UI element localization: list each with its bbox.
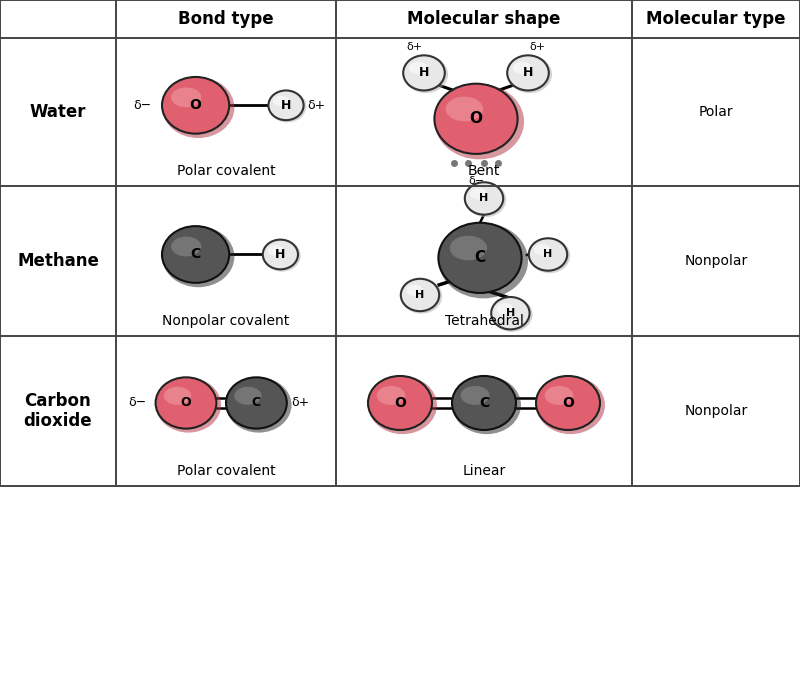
Ellipse shape: [403, 55, 448, 93]
Circle shape: [162, 226, 229, 283]
Ellipse shape: [226, 377, 291, 433]
Ellipse shape: [162, 77, 234, 138]
Text: Water: Water: [30, 103, 86, 121]
Text: O: O: [562, 396, 574, 410]
Text: Linear: Linear: [462, 464, 506, 478]
Text: Carbon
dioxide: Carbon dioxide: [24, 392, 92, 431]
Circle shape: [465, 182, 503, 215]
Ellipse shape: [513, 62, 531, 74]
Circle shape: [529, 238, 567, 271]
Text: δ−: δ−: [128, 396, 146, 410]
Ellipse shape: [507, 55, 552, 93]
Ellipse shape: [234, 387, 262, 405]
Ellipse shape: [491, 297, 533, 332]
Text: H: H: [415, 290, 425, 300]
Text: H: H: [281, 99, 291, 112]
Ellipse shape: [171, 88, 202, 107]
Ellipse shape: [368, 376, 437, 434]
Ellipse shape: [434, 84, 524, 159]
Ellipse shape: [401, 279, 442, 314]
Text: O: O: [181, 396, 191, 410]
Ellipse shape: [529, 238, 570, 273]
Text: Methane: Methane: [17, 252, 99, 270]
Ellipse shape: [461, 386, 490, 405]
Ellipse shape: [406, 285, 423, 296]
Ellipse shape: [171, 237, 202, 256]
Text: Polar: Polar: [698, 105, 734, 119]
Circle shape: [162, 77, 229, 134]
Ellipse shape: [164, 387, 191, 405]
Text: C: C: [474, 250, 486, 265]
Text: Bond type: Bond type: [178, 10, 274, 28]
Text: Polar covalent: Polar covalent: [177, 464, 275, 478]
Text: O: O: [470, 111, 482, 126]
Ellipse shape: [496, 303, 514, 315]
Circle shape: [368, 376, 432, 430]
Ellipse shape: [409, 62, 427, 74]
Ellipse shape: [470, 188, 487, 200]
Text: H: H: [523, 66, 533, 80]
Text: δ+: δ+: [307, 99, 325, 112]
Text: O: O: [190, 99, 202, 112]
Text: Tetrahedral: Tetrahedral: [445, 314, 523, 328]
Ellipse shape: [534, 244, 551, 256]
Text: O: O: [394, 396, 406, 410]
Text: δ−: δ−: [134, 99, 151, 112]
Circle shape: [155, 377, 216, 429]
Text: H: H: [543, 250, 553, 259]
Circle shape: [536, 376, 600, 430]
Ellipse shape: [162, 226, 234, 288]
Ellipse shape: [267, 245, 283, 256]
Circle shape: [507, 55, 549, 90]
Text: H: H: [479, 194, 489, 203]
Ellipse shape: [377, 386, 406, 405]
Text: Molecular type: Molecular type: [646, 10, 786, 28]
Text: δ+: δ+: [291, 396, 310, 410]
Circle shape: [434, 84, 518, 154]
Text: H: H: [419, 66, 429, 80]
Text: δ−: δ−: [468, 176, 484, 186]
Circle shape: [438, 223, 522, 293]
Ellipse shape: [156, 377, 221, 433]
Text: Bent: Bent: [468, 164, 500, 178]
Circle shape: [403, 55, 445, 90]
Ellipse shape: [465, 182, 506, 217]
Circle shape: [491, 297, 530, 329]
Ellipse shape: [446, 97, 483, 122]
Ellipse shape: [452, 376, 521, 434]
Circle shape: [262, 240, 298, 269]
Text: δ+: δ+: [406, 42, 422, 52]
Text: C: C: [190, 248, 201, 261]
Ellipse shape: [545, 386, 574, 405]
Text: Molecular shape: Molecular shape: [407, 10, 561, 28]
Circle shape: [401, 279, 439, 311]
Text: C: C: [252, 396, 261, 410]
Circle shape: [226, 377, 286, 429]
Circle shape: [268, 90, 304, 120]
Ellipse shape: [536, 376, 605, 434]
Ellipse shape: [450, 236, 487, 261]
Ellipse shape: [263, 240, 301, 271]
Text: C: C: [479, 396, 489, 410]
Text: Nonpolar: Nonpolar: [684, 254, 748, 268]
Text: H: H: [506, 308, 515, 318]
Text: H: H: [275, 248, 286, 261]
Text: Polar covalent: Polar covalent: [177, 164, 275, 178]
Text: Nonpolar: Nonpolar: [684, 404, 748, 418]
Ellipse shape: [438, 223, 528, 298]
Ellipse shape: [273, 96, 289, 107]
Circle shape: [452, 376, 516, 430]
Text: δ+: δ+: [530, 42, 546, 52]
Text: Nonpolar covalent: Nonpolar covalent: [162, 314, 290, 328]
Ellipse shape: [269, 90, 306, 122]
